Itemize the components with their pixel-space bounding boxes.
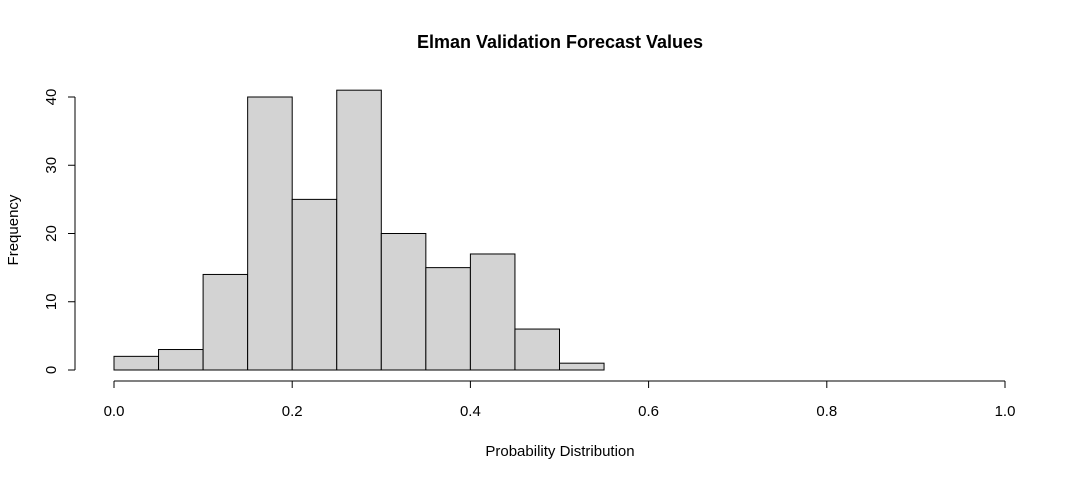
histogram-bar (380, 233, 427, 371)
histogram-bar (469, 253, 516, 371)
histogram-bar (247, 96, 293, 371)
histogram-bar (202, 273, 249, 371)
x-tick-label: 0.4 (460, 403, 481, 420)
histogram-bar (113, 355, 160, 371)
y-tick-label: 20 (43, 225, 60, 242)
x-tick-label: 0.8 (816, 403, 837, 420)
y-axis: 0 10 20 30 40 (43, 89, 76, 374)
histogram-bar (158, 349, 204, 371)
x-tick-label: 0.0 (104, 403, 125, 420)
y-tick-label: 10 (43, 293, 60, 310)
histogram-bar (559, 362, 605, 371)
bars-group (113, 89, 605, 371)
x-axis-label: Probability Distribution (485, 443, 634, 460)
histogram-bar (336, 89, 382, 371)
chart-title: Elman Validation Forecast Values (417, 32, 703, 52)
y-axis-label: Frequency (5, 194, 22, 265)
x-tick-label: 1.0 (995, 403, 1016, 420)
x-tick-label: 0.2 (282, 403, 303, 420)
x-axis: 0.0 0.2 0.4 0.6 0.8 1.0 (104, 380, 1016, 420)
y-tick-label: 30 (43, 157, 60, 174)
histogram-bar (425, 267, 471, 371)
histogram-bar (514, 328, 561, 371)
x-tick-label: 0.6 (638, 403, 659, 420)
histogram-bar (291, 198, 338, 371)
y-tick-label: 0 (43, 366, 60, 374)
y-tick-label: 40 (43, 89, 60, 106)
